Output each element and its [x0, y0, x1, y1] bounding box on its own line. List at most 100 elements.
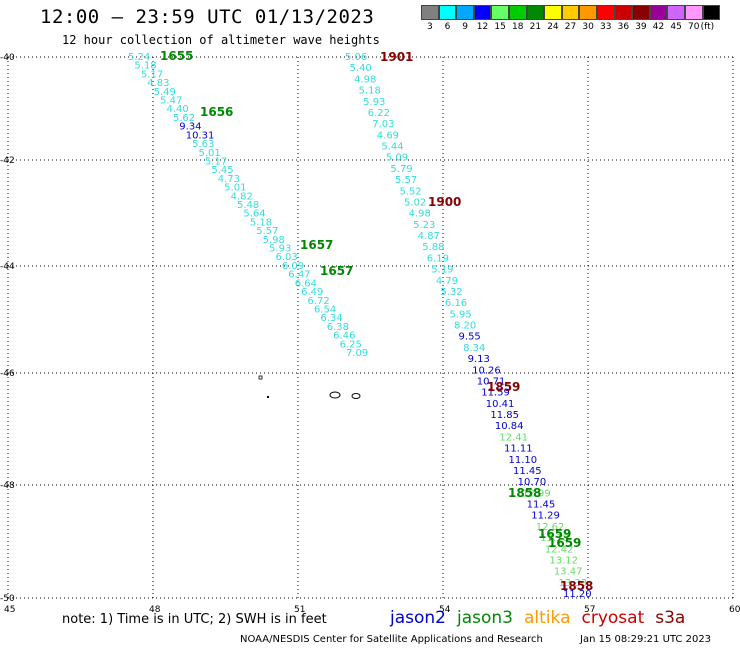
wave-height-value: 13.18 — [540, 533, 569, 544]
wave-height-value: 11.10 — [509, 455, 538, 466]
legend-swatch — [544, 5, 562, 20]
legend-swatch — [684, 5, 703, 20]
wave-height-value: 6.54 — [314, 304, 336, 315]
map-title: 12:00 – 23:59 UTC 01/13/2023 — [40, 6, 375, 28]
legend-swatch — [456, 5, 474, 20]
lat-tick-label: -50 — [0, 594, 15, 604]
legend-label: (ft) — [700, 22, 715, 32]
island-outline — [267, 396, 269, 398]
wave-height-value: 4.40 — [166, 104, 188, 115]
lon-tick-label: 51 — [294, 605, 305, 615]
wave-height-value: 6.34 — [320, 313, 342, 324]
legend-swatch — [421, 5, 439, 20]
legend-label: 9 — [462, 22, 468, 32]
wave-height-value: 13.33 — [558, 578, 587, 589]
legend-swatch — [438, 5, 457, 20]
wave-height-value: 11.29 — [531, 511, 560, 522]
wave-height-value: 5.45 — [211, 165, 233, 176]
generated-timestamp: Jan 15 08:29:21 UTC 2023 — [580, 634, 712, 645]
wave-height-value: 11.85 — [490, 410, 519, 421]
lon-tick-label: 48 — [149, 605, 161, 615]
lat-tick-label: -46 — [0, 369, 15, 379]
lat-tick-label: -40 — [0, 53, 15, 63]
wave-height-value: 4.73 — [218, 174, 240, 185]
satellite-legend-altika: altika — [524, 608, 571, 628]
wave-height-value: 6.25 — [340, 339, 362, 350]
legend-swatch — [508, 5, 527, 20]
legend-swatch — [579, 5, 597, 20]
axis-tick-labels: 45 48 51 54 57 60 -40 -42 -44 -46 -48 -50 — [0, 53, 740, 615]
wave-height-value: 4.87 — [418, 231, 440, 242]
pass-time-label: 1659 — [538, 527, 571, 541]
wave-height-value: 10.70 — [518, 477, 547, 488]
legend-label: 3 — [427, 22, 433, 32]
legend-label: 12 — [476, 22, 489, 32]
legend-label: 27 — [564, 22, 577, 32]
wave-height-value: 4.98 — [409, 209, 431, 220]
wave-height-value: 6.03 — [275, 252, 297, 263]
wave-height-value: 5.17 — [205, 156, 227, 167]
legend-swatch — [649, 5, 668, 20]
credit-line: NOAA/NESDIS Center for Satellite Applica… — [240, 634, 543, 645]
lon-tick-label: 60 — [729, 605, 740, 615]
wave-height-value: 11.20 — [563, 589, 592, 600]
wave-height-value: 5.17 — [141, 69, 163, 80]
legend-label: 15 — [494, 22, 506, 32]
wave-height-value: 5.40 — [350, 63, 372, 74]
island-outlines — [258, 375, 361, 399]
wave-height-value: 6.16 — [445, 298, 467, 309]
island-outline — [258, 375, 263, 380]
wave-height-value: 7.03 — [372, 119, 394, 130]
wave-height-value: 5.01 — [224, 183, 246, 194]
wave-height-value: 10.84 — [495, 421, 524, 432]
satellite-legend-jason2: jason2 — [390, 608, 446, 628]
wave-height-value: 5.44 — [381, 142, 403, 153]
island-outline — [329, 391, 341, 399]
wave-height-value: 10.26 — [472, 365, 501, 376]
wave-height-value: 7.09 — [346, 348, 368, 359]
wave-height-value: 9.34 — [179, 122, 201, 133]
pass-time-label: 1858 — [508, 486, 541, 500]
satellite-legend-jason3: jason3 — [457, 608, 513, 628]
wave-height-color-legend — [421, 5, 721, 20]
pass-time-label: 1858 — [560, 579, 593, 593]
wave-height-value: 5.57 — [256, 226, 278, 237]
legend-label: 45 — [670, 22, 682, 32]
lat-tick-label: -44 — [0, 262, 15, 272]
wave-height-value: 5.09 — [386, 153, 408, 164]
wave-height-value: 6.09 — [282, 261, 304, 272]
wave-height-value: 6.49 — [301, 287, 323, 298]
wave-height-value: 6.22 — [368, 108, 390, 119]
legend-label: 42 — [652, 22, 665, 32]
wave-height-value: 4.79 — [436, 276, 458, 287]
wave-height-value: 6.38 — [327, 322, 349, 333]
legend-swatch — [491, 5, 509, 20]
wave-height-value: 5.93 — [363, 97, 385, 108]
wave-height-value: 13.47 — [554, 567, 583, 578]
lat-tick-label: -48 — [0, 481, 15, 491]
satellite-legend: jason2 jason3 altika cryosat s3a — [390, 608, 696, 628]
legend-label: 30 — [582, 22, 594, 32]
wave-height-value: 5.32 — [440, 287, 462, 298]
legend-label: 6 — [444, 22, 451, 32]
wave-height-value: 13.12 — [549, 555, 578, 566]
wave-height-value: 5.06 — [345, 52, 367, 63]
wave-height-value: 11.11 — [504, 444, 533, 455]
wave-height-value: 12.99 — [522, 488, 551, 499]
legend-label: 70 — [688, 22, 700, 32]
wave-height-value: 5.57 — [395, 175, 417, 186]
wave-height-value: 10.31 — [186, 130, 215, 141]
legend-swatch — [614, 5, 633, 20]
pass-time-label: 1859 — [487, 380, 520, 394]
pass-time-label: 1656 — [200, 105, 233, 119]
wave-height-value: 6.47 — [288, 270, 310, 281]
wave-height-value: 10.71 — [477, 376, 506, 387]
wave-height-value: 12.62 — [536, 522, 565, 533]
wave-height-value: 5.93 — [269, 244, 291, 255]
map-subtitle: 12 hour collection of altimeter wave hei… — [62, 33, 380, 47]
wave-height-value: 5.48 — [237, 200, 259, 211]
lon-tick-label: 57 — [584, 605, 595, 615]
wave-height-value: 6.72 — [308, 296, 330, 307]
satellite-legend-s3a: s3a — [655, 608, 686, 628]
